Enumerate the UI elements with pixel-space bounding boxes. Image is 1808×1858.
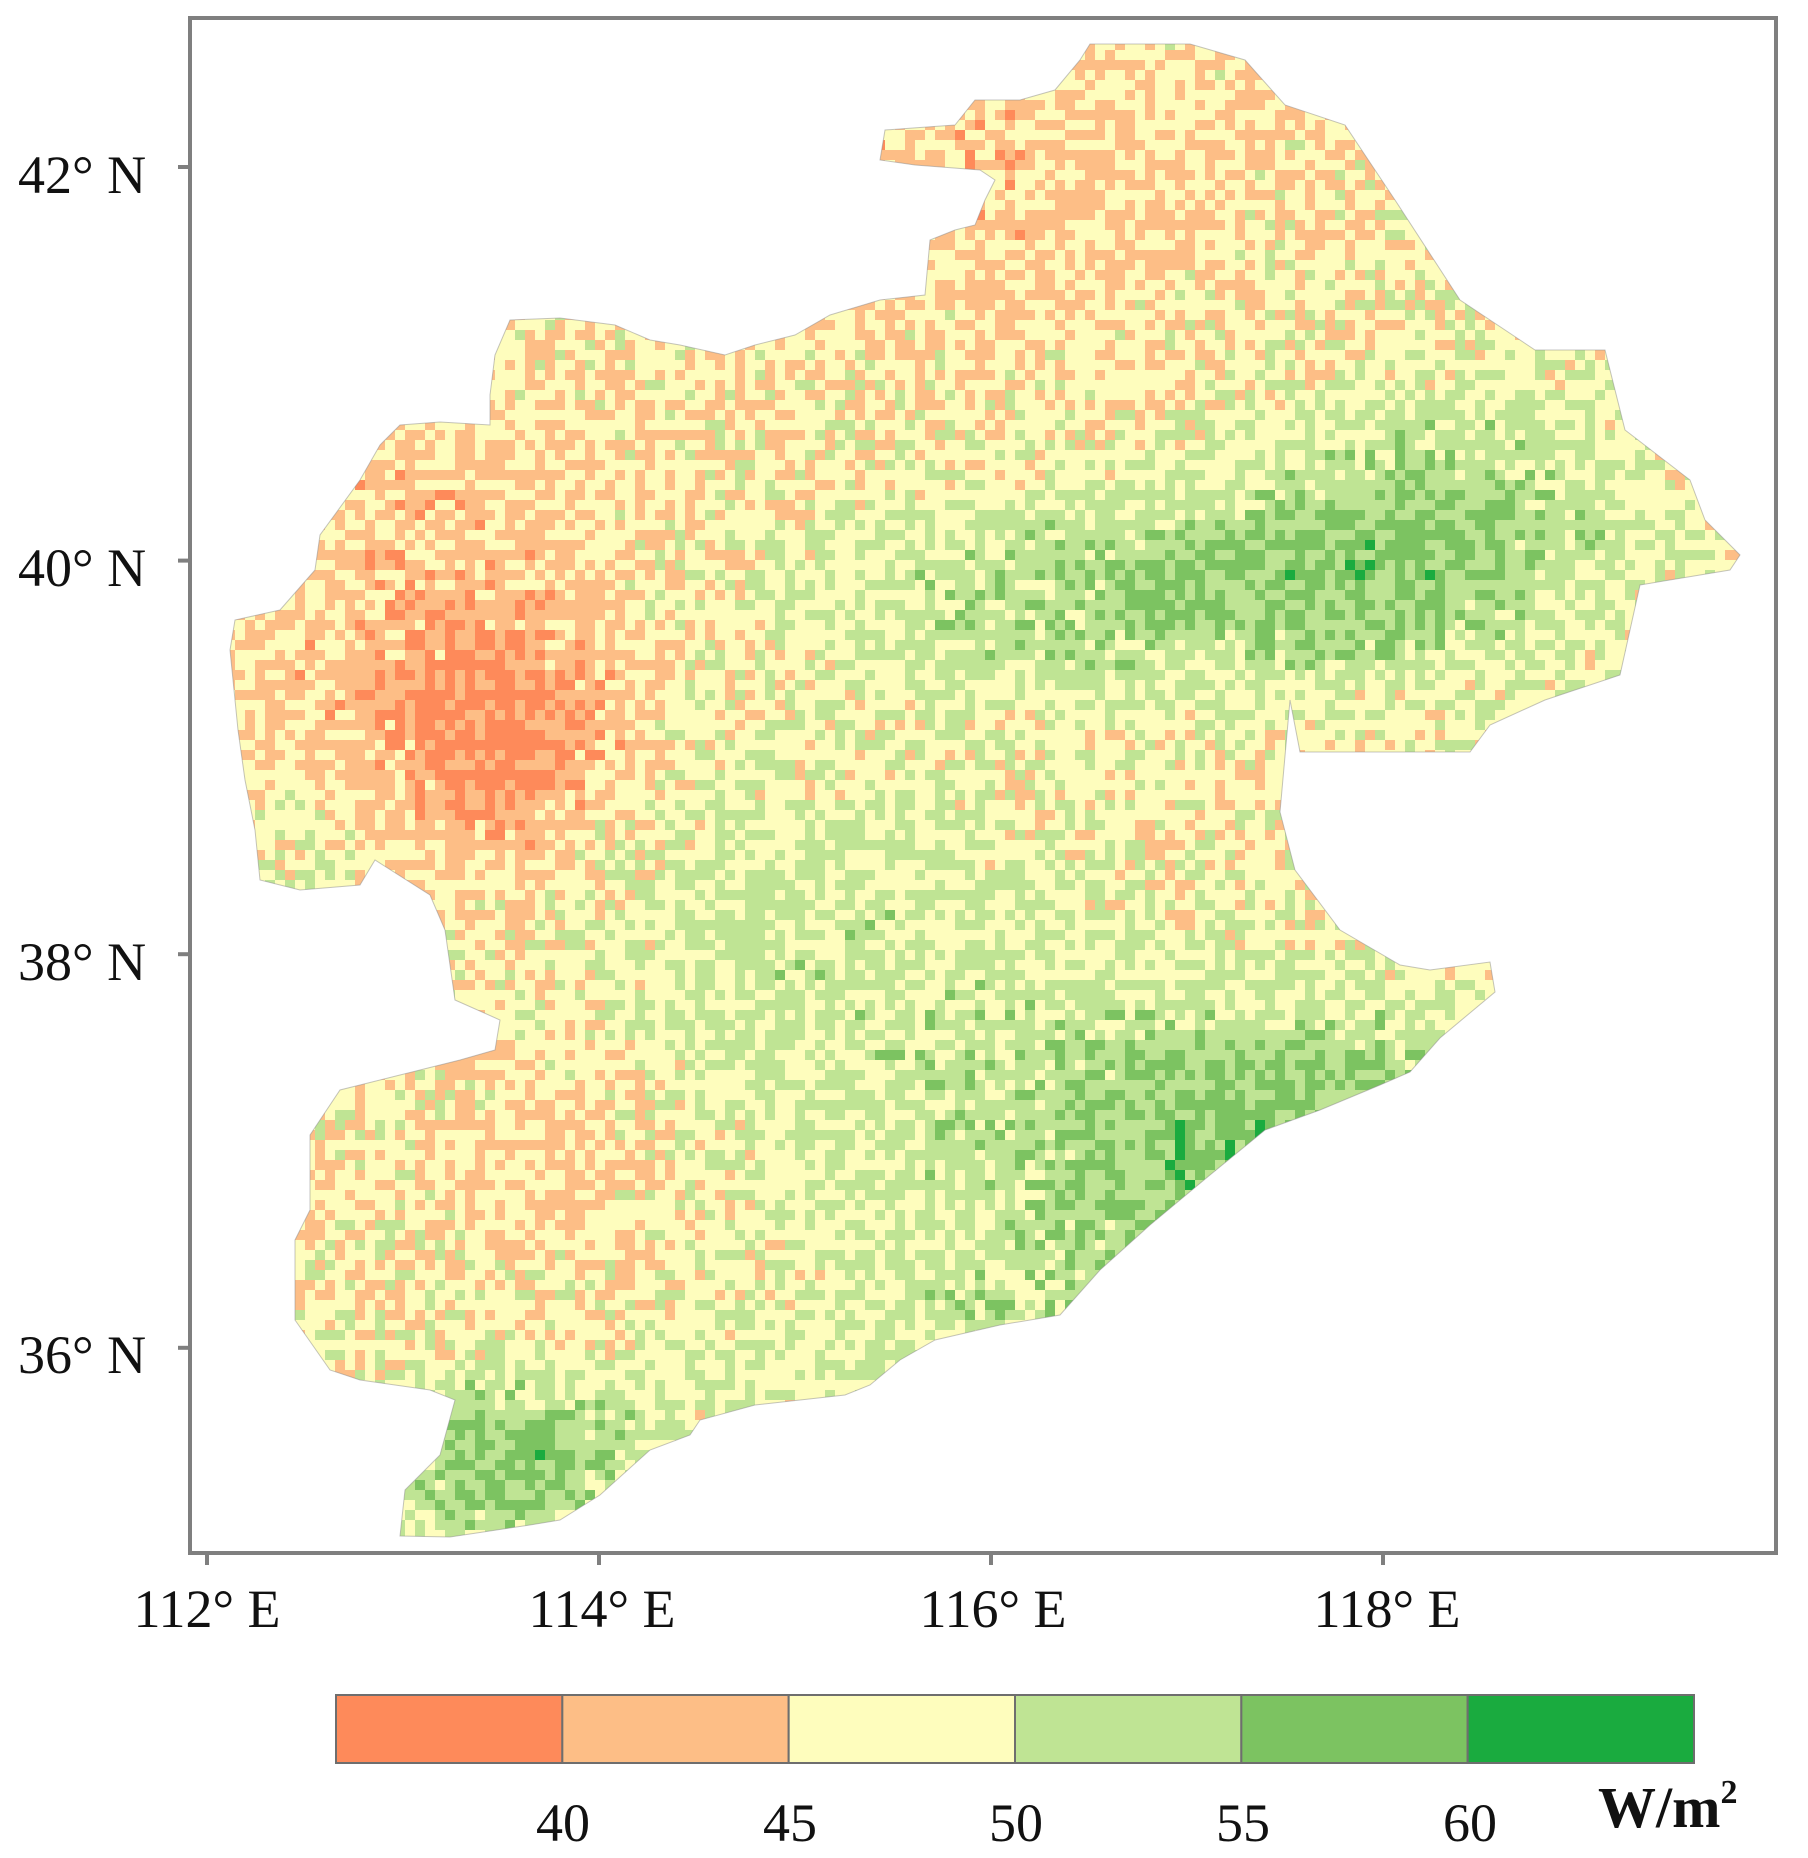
legend-break-55: 55 bbox=[1216, 1796, 1270, 1850]
legend-unit-base: W/m bbox=[1598, 1775, 1720, 1840]
legend-swatch-4 bbox=[1240, 1694, 1469, 1764]
map-frame bbox=[188, 16, 1778, 1555]
legend-swatch-0 bbox=[335, 1694, 564, 1764]
legend-swatch-3 bbox=[1014, 1694, 1243, 1764]
legend-break-50: 50 bbox=[989, 1796, 1043, 1850]
lon-label-118: 118° E bbox=[1313, 1582, 1460, 1636]
region-outline bbox=[229, 43, 1741, 1538]
raster-grid bbox=[230, 44, 1740, 1537]
lon-label-112: 112° E bbox=[133, 1582, 280, 1636]
legend-swatch-1 bbox=[561, 1694, 790, 1764]
legend-break-60: 60 bbox=[1443, 1796, 1497, 1850]
lat-label-42: 42° N bbox=[18, 148, 146, 202]
legend-break-40: 40 bbox=[536, 1796, 590, 1850]
lat-label-38: 38° N bbox=[18, 935, 146, 989]
axis-ticks bbox=[178, 165, 1385, 1565]
lon-label-116: 116° E bbox=[919, 1582, 1066, 1636]
lat-label-40: 40° N bbox=[18, 541, 146, 595]
legend-swatch-2 bbox=[787, 1694, 1017, 1764]
legend-colorbar bbox=[335, 1694, 1695, 1764]
legend-unit: W/m2 bbox=[1598, 1776, 1737, 1837]
legend-break-45: 45 bbox=[763, 1796, 817, 1850]
lon-label-114: 114° E bbox=[528, 1582, 675, 1636]
legend-unit-exp: 2 bbox=[1720, 1774, 1737, 1811]
lat-label-36: 36° N bbox=[18, 1328, 146, 1382]
legend-swatch-5 bbox=[1466, 1694, 1695, 1764]
